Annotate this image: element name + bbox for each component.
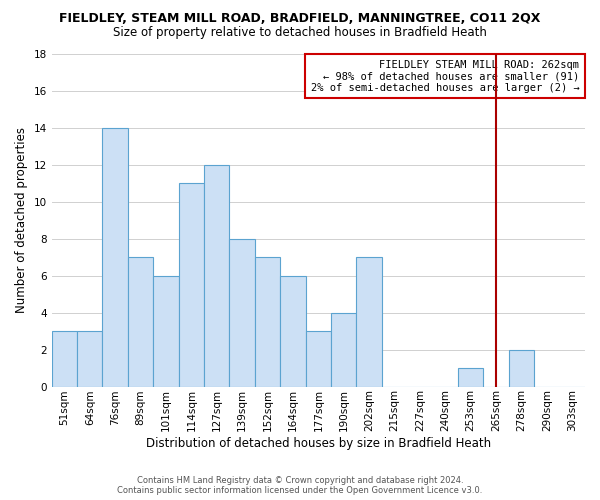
Bar <box>280 276 305 386</box>
Bar <box>229 238 255 386</box>
Bar <box>331 312 356 386</box>
Text: Size of property relative to detached houses in Bradfield Heath: Size of property relative to detached ho… <box>113 26 487 39</box>
Text: Contains HM Land Registry data © Crown copyright and database right 2024.
Contai: Contains HM Land Registry data © Crown c… <box>118 476 482 495</box>
Y-axis label: Number of detached properties: Number of detached properties <box>15 128 28 314</box>
Bar <box>103 128 128 386</box>
Bar <box>255 257 280 386</box>
Bar <box>52 331 77 386</box>
Bar <box>356 257 382 386</box>
Text: FIELDLEY STEAM MILL ROAD: 262sqm
← 98% of detached houses are smaller (91)
2% of: FIELDLEY STEAM MILL ROAD: 262sqm ← 98% o… <box>311 60 580 93</box>
Bar <box>509 350 534 387</box>
Bar <box>179 184 204 386</box>
Bar <box>153 276 179 386</box>
Bar <box>204 165 229 386</box>
X-axis label: Distribution of detached houses by size in Bradfield Heath: Distribution of detached houses by size … <box>146 437 491 450</box>
Bar <box>305 331 331 386</box>
Bar <box>77 331 103 386</box>
Bar <box>128 257 153 386</box>
Text: FIELDLEY, STEAM MILL ROAD, BRADFIELD, MANNINGTREE, CO11 2QX: FIELDLEY, STEAM MILL ROAD, BRADFIELD, MA… <box>59 12 541 26</box>
Bar <box>458 368 484 386</box>
